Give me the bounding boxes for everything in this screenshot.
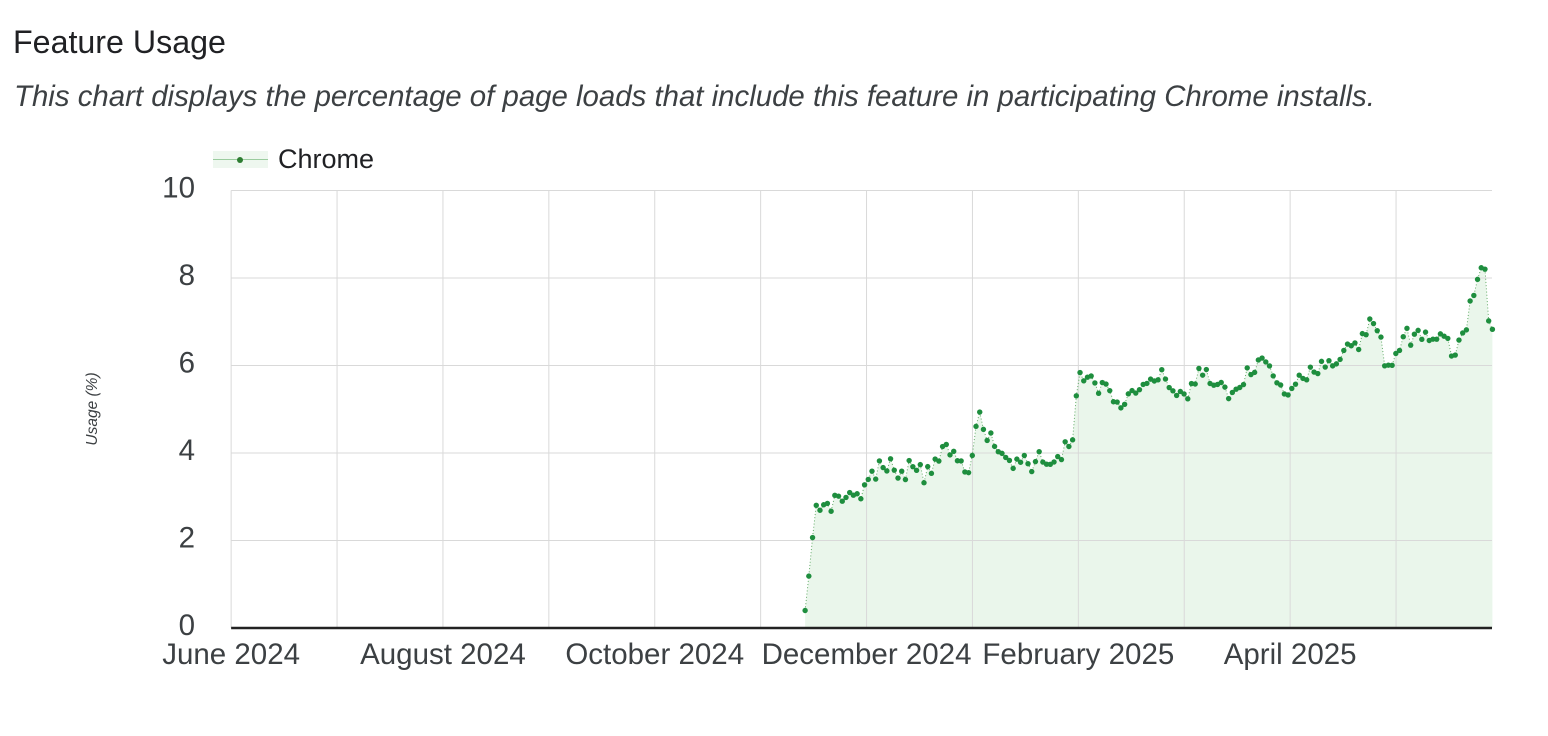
svg-text:December 2024: December 2024 [762, 638, 972, 671]
svg-text:April 2025: April 2025 [1224, 638, 1357, 671]
svg-text:8: 8 [179, 259, 195, 292]
svg-text:February 2025: February 2025 [982, 638, 1174, 671]
svg-text:October 2024: October 2024 [565, 638, 744, 671]
svg-text:4: 4 [179, 434, 195, 467]
svg-text:2: 2 [179, 521, 195, 554]
svg-text:6: 6 [179, 346, 195, 379]
svg-text:10: 10 [162, 171, 195, 204]
svg-text:August 2024: August 2024 [360, 638, 526, 671]
svg-text:0: 0 [179, 609, 195, 642]
svg-text:June 2024: June 2024 [162, 638, 300, 671]
